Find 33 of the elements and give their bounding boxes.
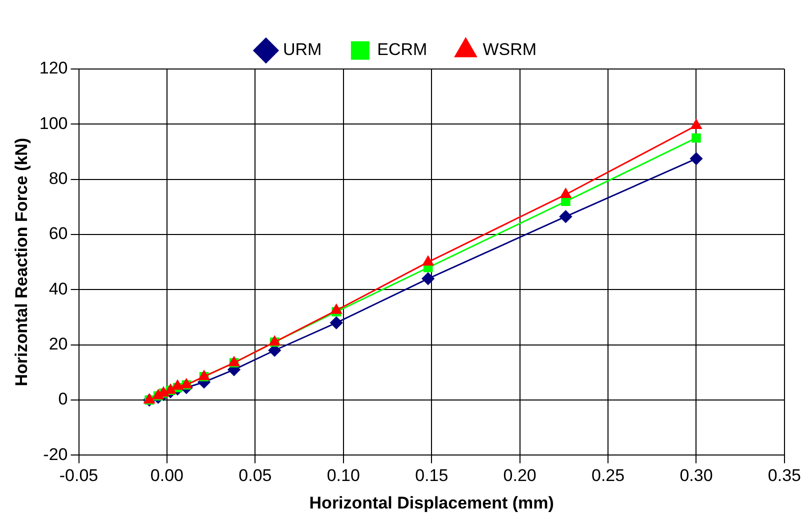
x-tick-label: 0.20 — [503, 466, 536, 486]
legend-label: URM — [282, 40, 322, 60]
point — [690, 119, 702, 130]
point — [172, 380, 184, 390]
point — [330, 316, 343, 330]
x-tick-label: 0.25 — [591, 466, 625, 486]
x-tick-label: 0.15 — [415, 466, 448, 486]
y-tick-label: 20 — [48, 334, 68, 354]
point — [422, 256, 434, 266]
x-tick-label: 0.35 — [768, 466, 802, 486]
point — [559, 210, 572, 223]
legend-label: ECRM — [377, 40, 428, 60]
point — [690, 152, 702, 165]
y-tick-label: 60 — [48, 224, 68, 244]
point — [692, 133, 701, 143]
x-tick-label: 0.05 — [238, 466, 272, 486]
y-tick-label: 100 — [39, 114, 68, 133]
x-axis-title: Horizontal Displacement (mm) — [309, 493, 554, 512]
y-tick-label: 80 — [48, 169, 68, 188]
y-tick-label: 120 — [39, 58, 68, 78]
point — [560, 188, 572, 198]
point — [422, 272, 434, 285]
x-tick-label: 0.10 — [326, 466, 360, 486]
legend-label: WSRM — [482, 40, 537, 60]
point — [330, 304, 342, 314]
x-tick-label: 0.30 — [680, 466, 713, 486]
x-tick-label: -0.05 — [59, 466, 98, 486]
y-tick-label: -20 — [43, 444, 68, 464]
x-tick-label: 0.00 — [150, 466, 184, 486]
y-axis-title: Horizontal Reaction Force (kN) — [12, 138, 31, 386]
y-tick-label: 40 — [48, 279, 68, 298]
y-tick-label: 0 — [58, 390, 68, 409]
point — [561, 196, 570, 206]
